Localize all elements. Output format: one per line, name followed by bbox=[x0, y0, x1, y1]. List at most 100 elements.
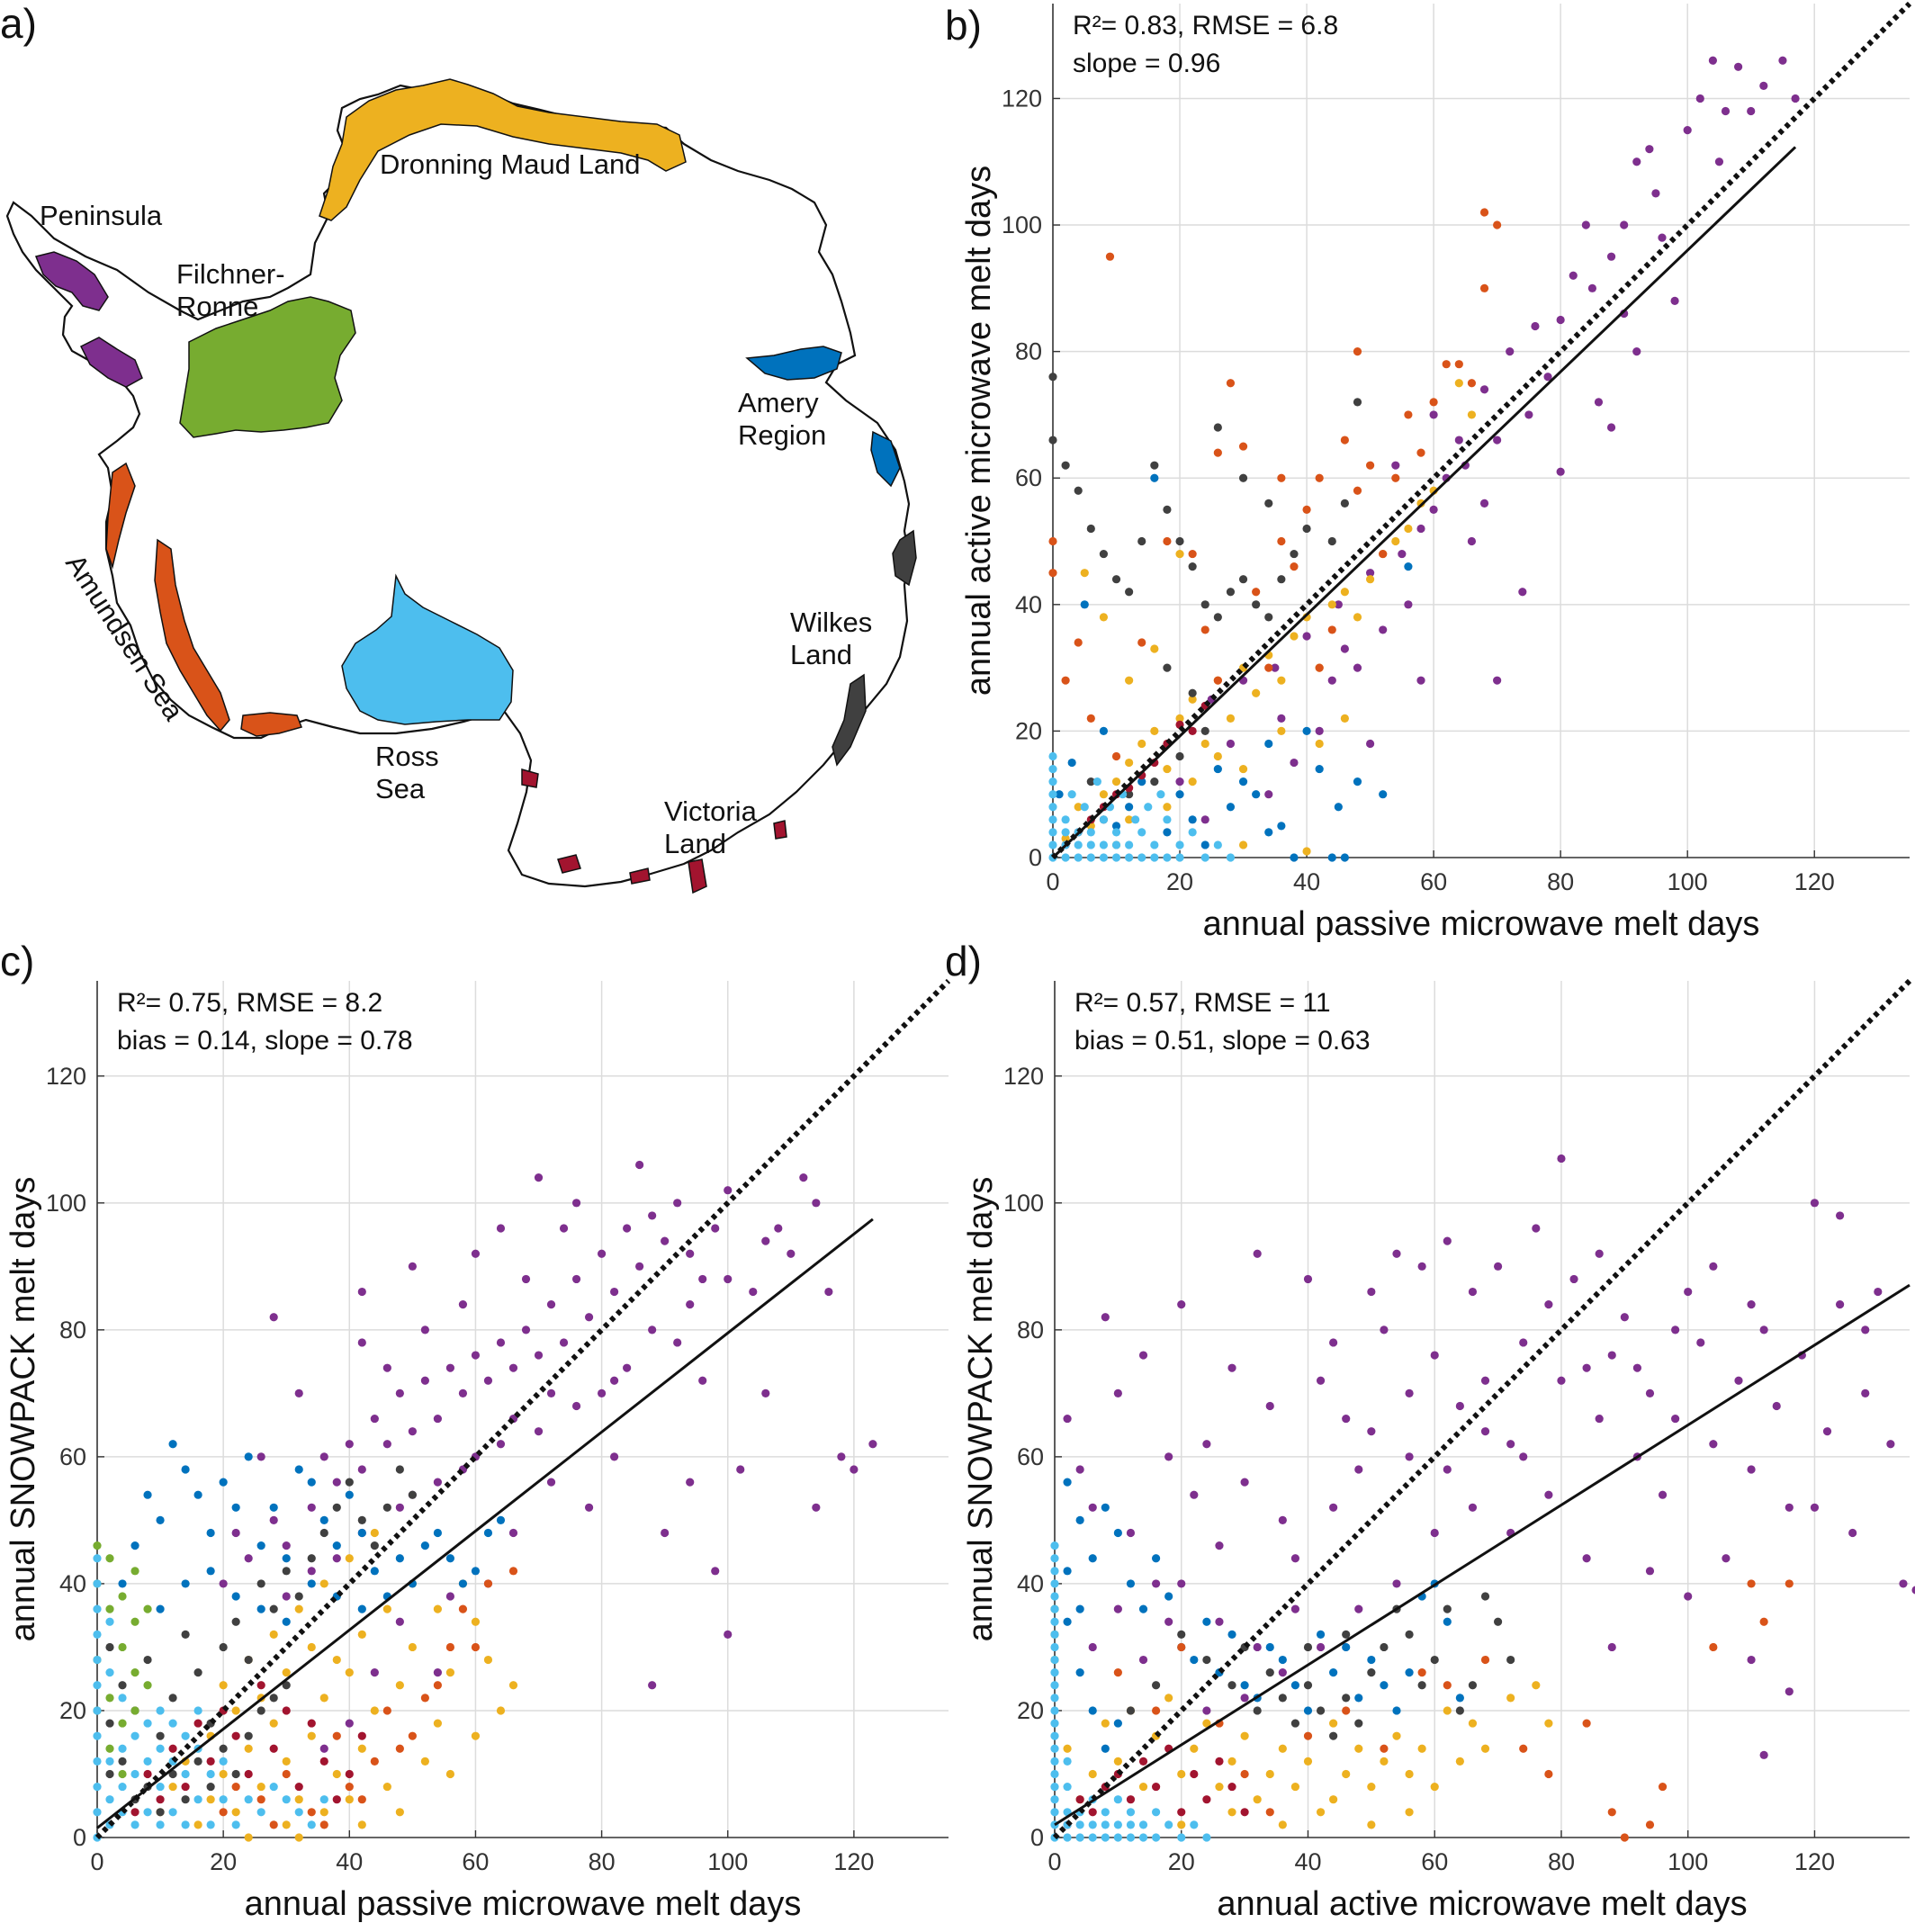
panel-c-point-peninsula-52 bbox=[584, 1503, 594, 1512]
panel-b-point-wilkes-land-25 bbox=[1213, 423, 1222, 432]
panel-b-point-ross-sea-29 bbox=[1150, 853, 1159, 862]
panel-c-point-dronning-maud-land-18 bbox=[420, 1757, 429, 1766]
panel-b-point-amundsen-sea-0 bbox=[1048, 536, 1057, 546]
panel-b-series-wilkes-land bbox=[1048, 373, 1362, 824]
panel-d-point-amery-region-27 bbox=[1405, 1668, 1414, 1677]
panel-d-point-peninsula-54 bbox=[1747, 1465, 1756, 1474]
panel-d-ytick-label-2: 40 bbox=[1017, 1570, 1044, 1597]
panel-b-point-amundsen-sea-17 bbox=[1315, 663, 1324, 672]
panel-d-point-peninsula-75 bbox=[1544, 1490, 1553, 1499]
panel-b-ytick-label-6: 120 bbox=[1002, 85, 1042, 112]
panel-b-point-peninsula-25 bbox=[1759, 81, 1768, 90]
panel-c-point-peninsula-7 bbox=[345, 1440, 354, 1449]
panel-d-point-peninsula-1 bbox=[1075, 1465, 1084, 1474]
panel-d-point-amundsen-sea-1 bbox=[1151, 1706, 1161, 1715]
panel-d-point-peninsula-103 bbox=[1709, 1262, 1718, 1271]
region-shape-dronning-maud-land bbox=[319, 78, 687, 221]
panel-d-point-amery-region-0 bbox=[1063, 1478, 1072, 1487]
panel-b-point-amundsen-sea-35 bbox=[1137, 638, 1146, 647]
panel-d-point-amery-region-5 bbox=[1126, 1579, 1136, 1588]
panel-d-point-ross-sea-48 bbox=[1164, 1820, 1173, 1829]
panel-c-point-ross-sea-19 bbox=[118, 1744, 127, 1753]
panel-b-point-peninsula-32 bbox=[1353, 663, 1362, 672]
panel-d-point-amundsen-sea-22 bbox=[1785, 1579, 1794, 1588]
panel-c-point-peninsula-56 bbox=[445, 1592, 455, 1601]
panel-d-series-ross-sea bbox=[1050, 1541, 1211, 1842]
panel-b-point-dronning-maud-land-18 bbox=[1290, 632, 1299, 641]
panel-d-point-ross-sea-23 bbox=[1050, 1541, 1059, 1550]
panel-d-xtick-label-3: 60 bbox=[1421, 1848, 1448, 1875]
panel-c-point-peninsula-21 bbox=[521, 1325, 531, 1334]
panel-d-point-amundsen-sea-20 bbox=[1747, 1579, 1756, 1588]
panel-b-point-ross-sea-39 bbox=[1067, 790, 1076, 799]
panel-c-point-amery-region-39 bbox=[357, 1604, 366, 1613]
panel-c-point-amundsen-sea-10 bbox=[433, 1681, 442, 1690]
panel-c-point-dronning-maud-land-11 bbox=[332, 1769, 341, 1779]
panel-d-point-peninsula-15 bbox=[1253, 1249, 1262, 1258]
panel-c-point-dronning-maud-land-24 bbox=[496, 1706, 506, 1715]
panel-d-point-amery-region-13 bbox=[1227, 1630, 1236, 1639]
panel-b-point-peninsula-26 bbox=[1778, 56, 1787, 65]
panel-b-point-peninsula-38 bbox=[1467, 536, 1477, 546]
panel-b-point-dronning-maud-land-35 bbox=[1163, 803, 1172, 812]
panel-d-point-amery-region-32 bbox=[1075, 1668, 1084, 1677]
panel-b-point-dronning-maud-land-32 bbox=[1175, 549, 1184, 559]
panel-d-point-dronning-maud-land-36 bbox=[1544, 1719, 1553, 1728]
panel-c-point-wilkes-land-32 bbox=[231, 1769, 240, 1779]
panel-d-xtick-label-4: 80 bbox=[1548, 1848, 1575, 1875]
panel-d-point-amery-region-7 bbox=[1151, 1554, 1161, 1563]
panel-b-point-dronning-maud-land-13 bbox=[1226, 714, 1236, 723]
panel-b-point-dronning-maud-land-8 bbox=[1163, 764, 1172, 774]
panel-b-point-peninsula-39 bbox=[1493, 676, 1502, 685]
panel-d-point-wilkes-land-27 bbox=[1151, 1681, 1161, 1690]
region-label-victoria-land: Victoria Land bbox=[664, 795, 764, 859]
panel-d-point-wilkes-land-13 bbox=[1367, 1668, 1376, 1677]
panel-b-point-wilkes-land-11 bbox=[1175, 536, 1184, 546]
panel-d-point-ross-sea-50 bbox=[1190, 1820, 1199, 1829]
panel-c-point-peninsula-72 bbox=[534, 1173, 544, 1182]
panel-b-point-dronning-maud-land-36 bbox=[1188, 777, 1197, 786]
panel-c-point-peninsula-16 bbox=[458, 1388, 468, 1397]
panel-d-point-amery-region-10 bbox=[1190, 1655, 1199, 1665]
panel-c-point-ross-sea-51 bbox=[319, 1795, 328, 1804]
panel-c-point-ross-sea-15 bbox=[105, 1668, 114, 1677]
panel-d-point-amundsen-sea-21 bbox=[1759, 1617, 1768, 1626]
panel-b-point-dronning-maud-land-40 bbox=[1315, 739, 1324, 749]
panel-d-point-peninsula-44 bbox=[1620, 1313, 1629, 1322]
panel-c-point-peninsula-83 bbox=[698, 1376, 707, 1385]
panel-d-point-ross-sea-28 bbox=[1063, 1757, 1072, 1766]
panel-d-point-amundsen-sea-6 bbox=[1303, 1731, 1313, 1740]
panel-d-point-peninsula-49 bbox=[1684, 1287, 1693, 1297]
panel-c-point-peninsula-66 bbox=[269, 1313, 278, 1322]
panel-c-point-peninsula-33 bbox=[673, 1199, 682, 1208]
panel-c-point-filchner-ronne-17 bbox=[130, 1567, 139, 1576]
panel-b-point-amery-region-25 bbox=[1290, 853, 1299, 862]
panel-d-point-peninsula-97 bbox=[1480, 1427, 1490, 1436]
panel-b-point-ross-sea-3 bbox=[1048, 815, 1057, 824]
panel-b-point-amery-region-8 bbox=[1163, 828, 1172, 837]
panel-c-point-peninsula-46 bbox=[711, 1567, 720, 1576]
panel-c-point-amery-region-1 bbox=[130, 1541, 139, 1550]
panel-d-point-amundsen-sea-9 bbox=[1417, 1668, 1426, 1677]
panel-d-point-ross-sea-21 bbox=[1050, 1567, 1059, 1576]
panel-b-xtick-label-0: 0 bbox=[1046, 868, 1059, 895]
panel-b-xtick-label-1: 20 bbox=[1166, 868, 1193, 895]
panel-c-point-ross-sea-2 bbox=[93, 1782, 102, 1792]
panel-d-point-ross-sea-36 bbox=[1101, 1820, 1110, 1829]
panel-c-point-wilkes-land-0 bbox=[105, 1642, 114, 1652]
panel-b-stats-line-2: slope = 0.96 bbox=[1073, 49, 1220, 78]
panel-d-point-peninsula-85 bbox=[1164, 1617, 1173, 1626]
panel-d-ytick-label-3: 60 bbox=[1017, 1443, 1044, 1470]
panel-b-point-wilkes-land-29 bbox=[1188, 688, 1197, 697]
panel-d-point-peninsula-7 bbox=[1151, 1579, 1161, 1588]
panel-c-point-amundsen-sea-15 bbox=[471, 1642, 481, 1652]
panel-c-point-amery-region-25 bbox=[433, 1528, 442, 1538]
panel-d-point-amery-region-34 bbox=[1101, 1744, 1110, 1753]
panel-b-point-amery-region-17 bbox=[1277, 822, 1286, 831]
panel-c-point-peninsula-44 bbox=[837, 1452, 846, 1461]
panel-c-point-dronning-maud-land-3 bbox=[231, 1808, 240, 1817]
panel-b-point-peninsula-52 bbox=[1531, 321, 1540, 331]
panel-c-point-dronning-maud-land-14 bbox=[370, 1706, 379, 1715]
panel-d-point-ross-sea-42 bbox=[1126, 1820, 1136, 1829]
panel-b-point-amundsen-sea-26 bbox=[1442, 360, 1451, 369]
